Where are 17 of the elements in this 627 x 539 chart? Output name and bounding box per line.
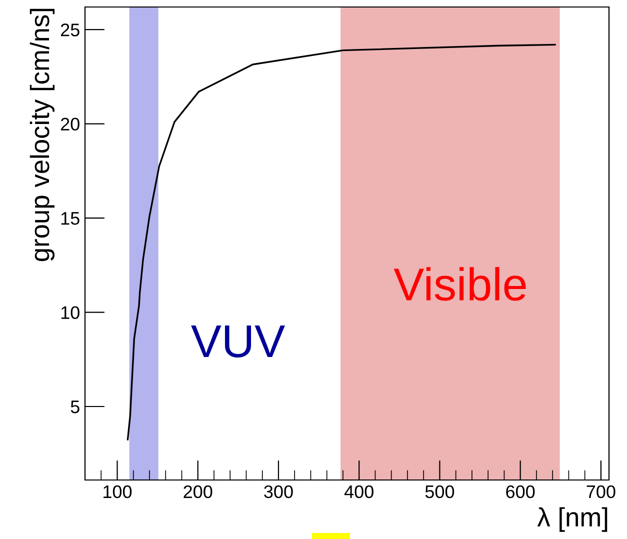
x-tick-label: 400: [344, 485, 374, 498]
y-tick-label: 20: [60, 118, 80, 131]
y-tick-label: 10: [61, 306, 80, 320]
y-tick-label: 25: [60, 24, 80, 36]
x-tick-label: 100: [104, 485, 132, 498]
x-tick-label: 200: [184, 485, 212, 498]
x-tick-label: 600: [506, 485, 535, 498]
y-tick-label: 15: [61, 212, 80, 225]
annotation: VUV: [191, 326, 285, 358]
x-tick-label: 300: [264, 485, 293, 498]
x-axis-title: λ [nm]: [537, 507, 608, 532]
x-tick-label: 500: [425, 485, 454, 498]
line-series: [126, 44, 556, 440]
annotation: Visible: [394, 267, 526, 301]
x-tick-label: 700: [586, 485, 616, 498]
y-tick-label: 5: [70, 400, 80, 414]
y-axis-title: group velocity [cm/ns]: [30, 8, 54, 262]
